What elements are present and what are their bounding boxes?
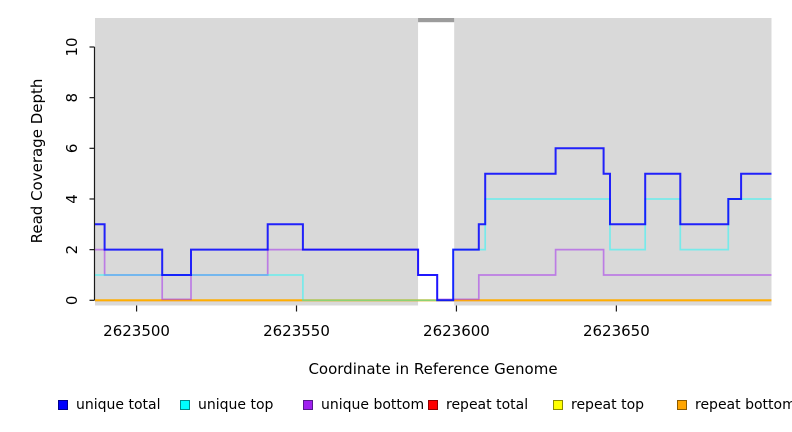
x-tick-label: 2623650 <box>583 322 650 340</box>
legend-item-unique-total: unique total <box>58 397 160 413</box>
legend-label-unique-bottom: unique bottom <box>321 397 425 413</box>
legend-label-repeat-top: repeat top <box>571 397 645 413</box>
legend-swatch-repeat-bottom <box>677 400 687 410</box>
y-tick-label: 2 <box>63 245 81 255</box>
legend-label-repeat-bottom: repeat bottom <box>695 397 792 413</box>
y-axis-title: Read Coverage Depth <box>28 78 46 244</box>
legend-swatch-unique-bottom <box>303 400 313 410</box>
series-unique-total <box>95 147 772 302</box>
x-tick-label: 2623500 <box>103 322 170 340</box>
x-tick-label: 2623600 <box>423 322 490 340</box>
legend-swatch-repeat-top <box>553 400 563 410</box>
clipped-coverage-bar <box>418 18 455 23</box>
y-tick-label: 10 <box>63 37 81 56</box>
x-axis-title: Coordinate in Reference Genome <box>308 360 558 378</box>
legend-label-unique-top: unique top <box>198 397 274 413</box>
legend-item-unique-top: unique top <box>180 397 273 413</box>
masked-region <box>418 18 455 306</box>
y-tick-label: 6 <box>63 144 81 154</box>
legend-item-repeat-bottom: repeat bottom <box>677 397 792 413</box>
y-tick-label: 8 <box>63 93 81 103</box>
y-tick-label: 0 <box>63 296 81 306</box>
y-tick-label: 4 <box>63 194 81 204</box>
legend-item-repeat-top: repeat top <box>553 397 644 413</box>
legend-item-unique-bottom: unique bottom <box>303 397 424 413</box>
legend-label-repeat-total: repeat total <box>446 397 529 413</box>
legend-swatch-unique-total <box>58 400 68 410</box>
x-tick-label: 2623550 <box>263 322 330 340</box>
legend-item-repeat-total: repeat total <box>428 397 528 413</box>
legend-label-unique-total: unique total <box>76 397 161 413</box>
legend-swatch-repeat-total <box>428 400 438 410</box>
legend-swatch-unique-top <box>180 400 190 410</box>
